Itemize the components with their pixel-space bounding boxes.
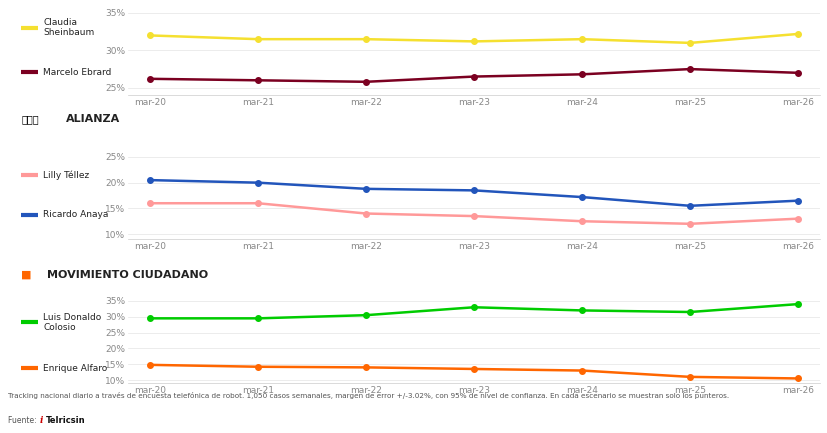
Text: Tracking nacional diario a través de encuesta telefónica de robot. 1,050 casos s: Tracking nacional diario a través de enc… <box>8 392 729 399</box>
Text: Lilly Téllez: Lilly Téllez <box>43 170 89 180</box>
Text: Telricsin: Telricsin <box>46 416 86 425</box>
Text: Claudia
Sheinbaum: Claudia Sheinbaum <box>43 18 94 38</box>
Text: Fuente:: Fuente: <box>8 416 39 425</box>
Text: 🇲🇽🔵: 🇲🇽🔵 <box>22 114 39 124</box>
Text: Marcelo Ebrard: Marcelo Ebrard <box>43 68 112 77</box>
Text: ■: ■ <box>22 270 31 280</box>
Text: ALIANZA: ALIANZA <box>66 114 120 124</box>
Text: Luis Donaldo
Colosio: Luis Donaldo Colosio <box>43 313 102 332</box>
Text: MOVIMIENTO CIUDADANO: MOVIMIENTO CIUDADANO <box>46 270 208 280</box>
Text: Ricardo Anaya: Ricardo Anaya <box>43 210 108 219</box>
Text: Enrique Alfaro: Enrique Alfaro <box>43 364 108 373</box>
Text: i: i <box>40 416 43 425</box>
